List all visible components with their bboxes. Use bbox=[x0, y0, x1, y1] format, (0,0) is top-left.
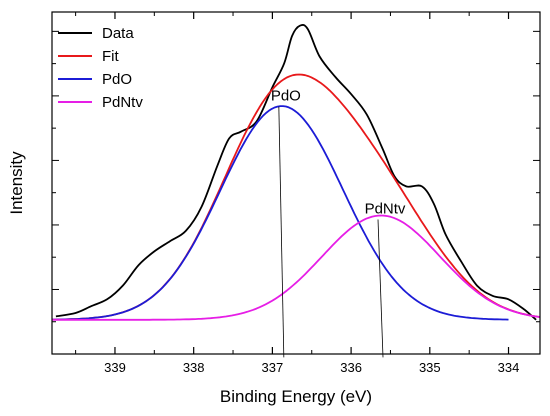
x-tick-label: 338 bbox=[183, 360, 205, 375]
annotation-label: PdNtv bbox=[365, 200, 406, 217]
series-line-pdntv bbox=[52, 214, 540, 321]
annotation-leader-line bbox=[377, 219, 384, 358]
series-line-pdo bbox=[52, 105, 509, 321]
annotation-leader-line bbox=[278, 106, 285, 358]
legend: Data Fit PdO PdNtv bbox=[58, 25, 143, 111]
series-line-data bbox=[55, 24, 537, 321]
y-axis-label: Intensity bbox=[7, 151, 26, 215]
tick-marks bbox=[52, 12, 540, 354]
legend-label-fit: Fit bbox=[102, 48, 119, 65]
legend-label-pdntv: PdNtv bbox=[102, 94, 143, 111]
annotations: PdO PdNtv bbox=[271, 88, 406, 358]
x-tick-label: 335 bbox=[419, 360, 441, 375]
x-axis-label: Binding Energy (eV) bbox=[220, 387, 372, 406]
plot-frame bbox=[51, 11, 541, 355]
x-tick-label: 336 bbox=[340, 360, 362, 375]
series-group bbox=[52, 24, 540, 321]
x-tick-label: 334 bbox=[498, 360, 520, 375]
annotation-label: PdO bbox=[271, 88, 301, 105]
legend-label-data: Data bbox=[102, 25, 134, 42]
x-tick-labels: 339 338 337 336 335 334 bbox=[104, 360, 519, 375]
legend-label-pdo: PdO bbox=[102, 71, 132, 88]
x-tick-label: 337 bbox=[262, 360, 284, 375]
x-tick-label: 339 bbox=[104, 360, 126, 375]
